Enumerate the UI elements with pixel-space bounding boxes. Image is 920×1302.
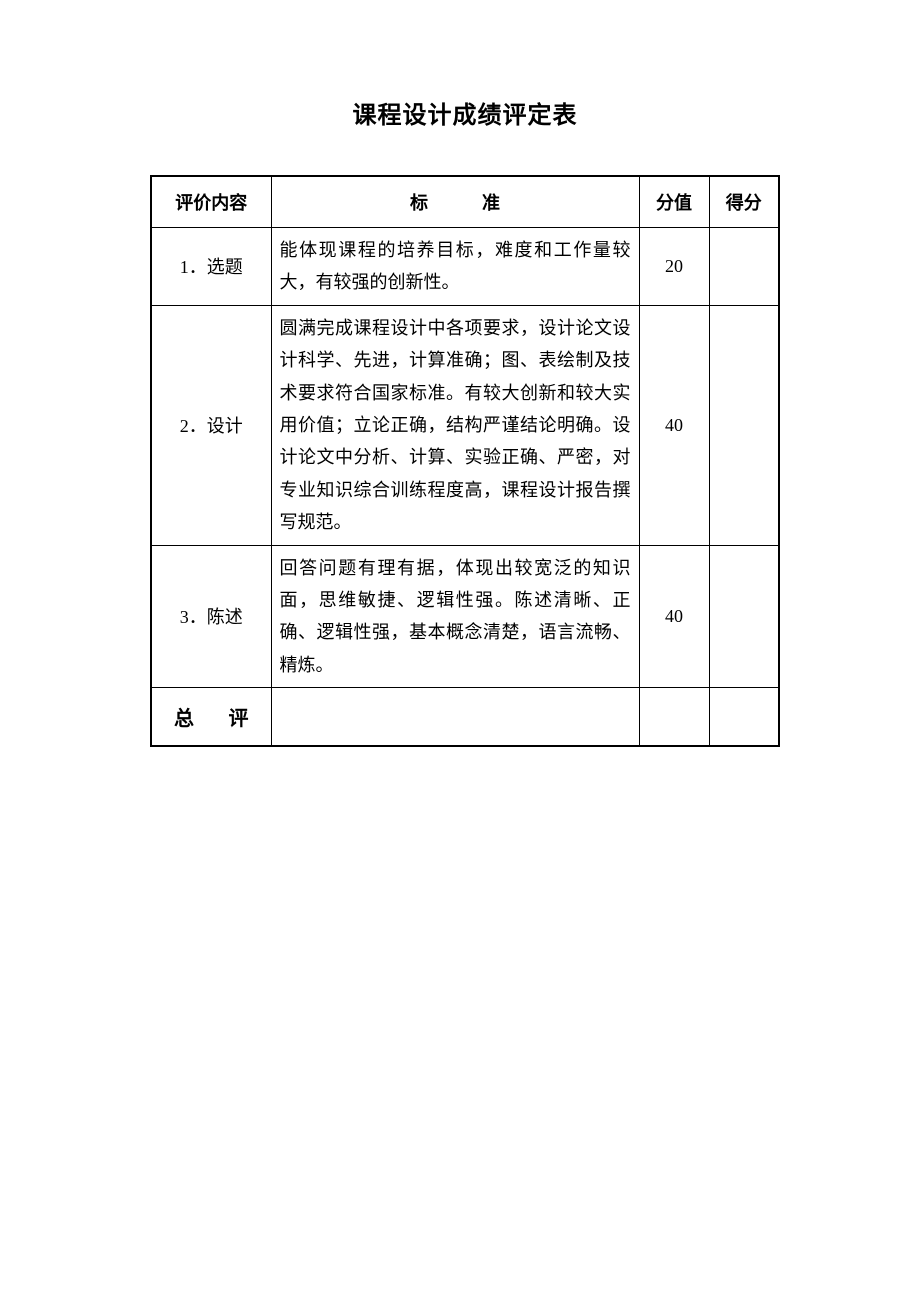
cell-score: 40 (639, 305, 709, 545)
cell-score: 40 (639, 545, 709, 688)
cell-summary-score (639, 688, 709, 747)
header-standard-text: 标 准 (410, 193, 500, 213)
header-earned: 得分 (709, 176, 779, 228)
cell-standard: 圆满完成课程设计中各项要求，设计论文设计科学、先进，计算准确；图、表绘制及技术要… (271, 305, 639, 545)
cell-summary-label: 总 评 (151, 688, 271, 747)
cell-summary-standard (271, 688, 639, 747)
table-row: 2．设计 圆满完成课程设计中各项要求，设计论文设计科学、先进，计算准确；图、表绘… (151, 305, 779, 545)
cell-summary-earned (709, 688, 779, 747)
cell-category: 1．选题 (151, 228, 271, 306)
header-standard: 标 准 (271, 176, 639, 228)
table-row: 3．陈述 回答问题有理有据，体现出较宽泛的知识面，思维敏捷、逻辑性强。陈述清晰、… (151, 545, 779, 688)
table-summary-row: 总 评 (151, 688, 779, 747)
cell-earned (709, 305, 779, 545)
cell-standard: 回答问题有理有据，体现出较宽泛的知识面，思维敏捷、逻辑性强。陈述清晰、正确、逻辑… (271, 545, 639, 688)
cell-earned (709, 545, 779, 688)
page-title: 课程设计成绩评定表 (150, 95, 780, 130)
summary-label-text: 总 评 (174, 702, 249, 731)
cell-category: 3．陈述 (151, 545, 271, 688)
table-header-row: 评价内容 标 准 分值 得分 (151, 176, 779, 228)
page-container: 课程设计成绩评定表 评价内容 标 准 分值 得分 1．选题 能体现课程的培养目标… (0, 0, 920, 747)
evaluation-table: 评价内容 标 准 分值 得分 1．选题 能体现课程的培养目标，难度和工作量较大，… (150, 175, 780, 747)
cell-earned (709, 228, 779, 306)
cell-category: 2．设计 (151, 305, 271, 545)
header-category: 评价内容 (151, 176, 271, 228)
cell-score: 20 (639, 228, 709, 306)
table-row: 1．选题 能体现课程的培养目标，难度和工作量较大，有较强的创新性。 20 (151, 228, 779, 306)
cell-standard: 能体现课程的培养目标，难度和工作量较大，有较强的创新性。 (271, 228, 639, 306)
header-score: 分值 (639, 176, 709, 228)
